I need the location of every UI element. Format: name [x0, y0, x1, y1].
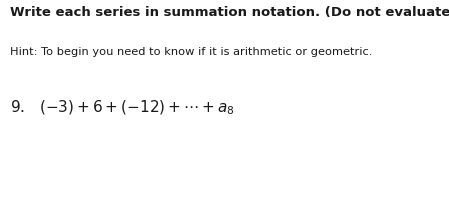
Text: 9.   $(-3) + 6 + (-12) + \cdots + a_8$: 9. $(-3) + 6 + (-12) + \cdots + a_8$ [10, 98, 235, 117]
Text: Hint: To begin you need to know if it is arithmetic or geometric.: Hint: To begin you need to know if it is… [10, 47, 372, 57]
Text: Write each series in summation notation. (Do not evaluate): Write each series in summation notation.… [10, 6, 449, 19]
